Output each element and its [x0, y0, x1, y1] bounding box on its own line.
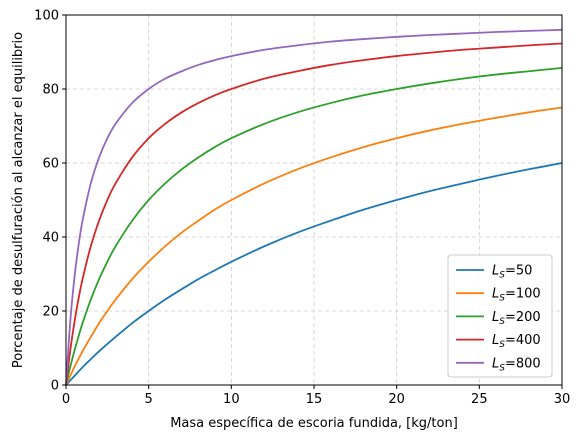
legend-box — [447, 254, 553, 378]
x-axis-label: Masa específica de escoria fundida, [kg/… — [170, 416, 458, 431]
x-tick-label: 20 — [388, 392, 405, 407]
y-tick-label: 80 — [42, 83, 59, 98]
x-tick-label: 0 — [62, 392, 70, 407]
legend-label-0: LS=50 — [492, 264, 532, 281]
series-lines — [65, 28, 563, 386]
x-tick-label: 30 — [554, 392, 571, 407]
legend: LS=50 LS=100 LS=200 LS=400 LS=800 — [447, 254, 553, 378]
y-tick-label: 0 — [51, 379, 59, 394]
series-line-0 — [65, 162, 563, 386]
y-tick-label: 60 — [42, 157, 59, 172]
legend-label-3: LS=400 — [492, 333, 541, 350]
x-tick-label: 25 — [471, 392, 488, 407]
series-line-3 — [65, 42, 563, 386]
y-tick-label: 20 — [42, 305, 59, 320]
series-line-2 — [65, 67, 563, 386]
legend-label-4: LS=800 — [492, 356, 541, 373]
ticks: 0 5 10 15 20 25 30 0 20 40 60 80 100 — [34, 9, 570, 408]
series-line-1 — [65, 106, 563, 386]
y-tick-label: 100 — [34, 9, 59, 24]
series-line-4 — [65, 28, 563, 386]
x-tick-label: 5 — [145, 392, 153, 407]
legend-label-1: LS=100 — [492, 287, 541, 304]
legend-label-2: LS=200 — [492, 310, 541, 327]
x-tick-label: 10 — [223, 392, 240, 407]
y-axis-label: Porcentaje de desulfuración al alcanzar … — [11, 32, 26, 368]
x-tick-label: 15 — [306, 392, 323, 407]
y-tick-label: 40 — [42, 231, 59, 246]
